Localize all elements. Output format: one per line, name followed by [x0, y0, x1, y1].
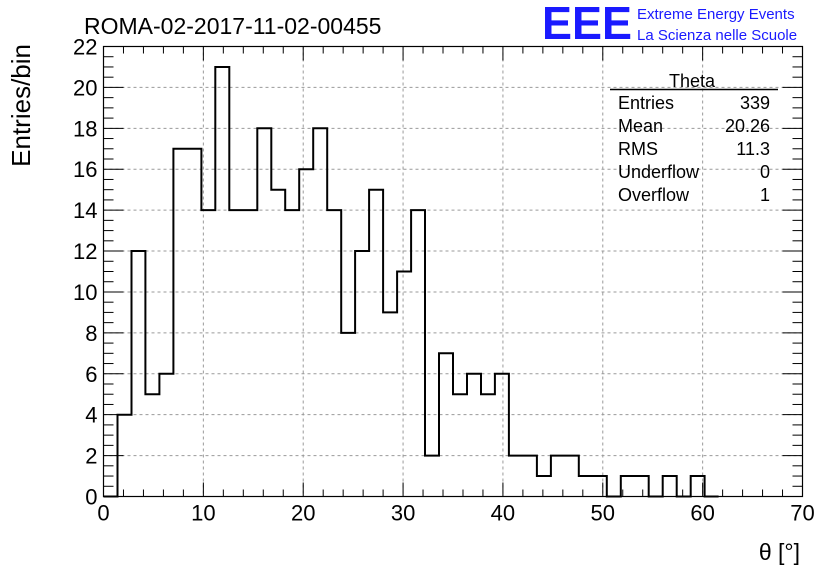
histogram-bin	[327, 210, 341, 496]
histogram-bin	[145, 394, 159, 496]
histogram-bin	[467, 374, 481, 497]
histogram-bin	[201, 210, 215, 496]
y-tick-label: 10	[73, 280, 97, 305]
y-axis-label: Entries/bin	[6, 44, 36, 167]
x-tick-label: 30	[391, 501, 415, 526]
histogram-bin	[159, 374, 173, 497]
histogram-bin	[341, 333, 355, 497]
stats-row-value: 11.3	[736, 139, 770, 159]
chart-title: ROMA-02-2017-11-02-00455	[84, 13, 381, 39]
stats-box-rows: Entries 339 Mean 20.26 RMS 11.3 Underflow 0 Over…	[618, 93, 770, 205]
histogram-bin	[439, 353, 453, 496]
x-tick-label: 70	[790, 501, 814, 526]
stats-row-label: Mean	[618, 116, 663, 136]
histogram-bin	[243, 210, 257, 496]
y-tick-label: 20	[73, 75, 97, 100]
y-tick-label: 22	[73, 35, 97, 60]
histogram-bin	[425, 456, 439, 497]
histogram-bin	[229, 210, 243, 496]
histogram-bin	[663, 476, 677, 496]
histogram-bin	[383, 312, 397, 496]
histogram-bin	[187, 149, 201, 497]
histogram-bin	[257, 128, 271, 496]
histogram-bin	[285, 210, 299, 496]
y-tick-label: 0	[85, 485, 97, 510]
histogram-bin	[369, 190, 383, 497]
histogram-bin	[551, 456, 565, 497]
x-tick-label: 50	[591, 501, 615, 526]
axis-ticks	[103, 46, 803, 497]
stats-row-value: 20.26	[725, 116, 770, 136]
y-tick-labels: 0 2 4 6 8 10 12 14 16 18 20 22	[73, 35, 97, 510]
histogram-bin	[411, 210, 425, 496]
histogram-bin	[509, 456, 523, 497]
histogram-bin	[635, 476, 649, 496]
histogram-bin	[537, 476, 551, 496]
histogram-bin	[299, 169, 313, 496]
brand-line-2: La Scienza nelle Scuole	[637, 27, 797, 44]
histogram-bin	[131, 251, 145, 496]
stats-row-label: Entries	[618, 93, 674, 113]
x-tick-label: 60	[690, 501, 714, 526]
stats-box: Theta Entries 339 Mean 20.26 RMS 11.3 Underflo…	[610, 71, 778, 205]
stats-row-label: Underflow	[618, 162, 700, 182]
histogram-bin	[565, 456, 579, 497]
histogram-bin	[523, 456, 537, 497]
y-tick-label: 12	[73, 239, 97, 264]
stats-box-title: Theta	[669, 71, 716, 91]
stats-row-label: Overflow	[618, 185, 690, 205]
stats-row-label: RMS	[618, 139, 658, 159]
histogram-bin	[173, 149, 187, 497]
histogram-outline	[103, 66, 719, 498]
y-tick-label: 8	[85, 321, 97, 346]
histogram-bin	[117, 415, 131, 497]
histogram-bin	[271, 190, 285, 497]
stats-row-value: 1	[760, 185, 770, 205]
histogram-bin	[495, 374, 509, 497]
histogram-bin	[453, 394, 467, 496]
x-tick-label: 0	[97, 501, 109, 526]
stats-row-value: 339	[740, 93, 770, 113]
grid-lines	[103, 46, 803, 497]
histogram-bins	[117, 67, 704, 497]
stats-row-value: 0	[760, 162, 770, 182]
x-tick-label: 40	[491, 501, 515, 526]
y-tick-label: 18	[73, 116, 97, 141]
histogram-bin	[621, 476, 635, 496]
histogram-bin	[481, 394, 495, 496]
y-tick-label: 2	[85, 444, 97, 469]
x-tick-label: 10	[191, 501, 215, 526]
eee-logo-mark: EEE	[542, 0, 632, 49]
histogram-bin	[397, 272, 411, 497]
x-tick-label: 20	[291, 501, 315, 526]
y-tick-label: 16	[73, 157, 97, 182]
histogram-bin	[313, 128, 327, 496]
histogram-bin	[215, 67, 229, 497]
brand-line-1: Extreme Energy Events	[637, 6, 795, 23]
histogram-bin	[691, 476, 705, 496]
histogram-bin	[355, 251, 369, 496]
x-axis-label: θ [°]	[759, 539, 800, 565]
x-tick-labels: 0 10 20 30 40 50 60 70	[97, 501, 814, 526]
histogram-bin	[593, 476, 607, 496]
eee-logo: EEE Extreme Energy Events La Scienza nel…	[542, 0, 797, 49]
y-tick-label: 14	[73, 198, 97, 223]
y-tick-label: 4	[85, 403, 97, 428]
histogram-bin	[579, 476, 593, 496]
y-tick-label: 6	[85, 362, 97, 387]
